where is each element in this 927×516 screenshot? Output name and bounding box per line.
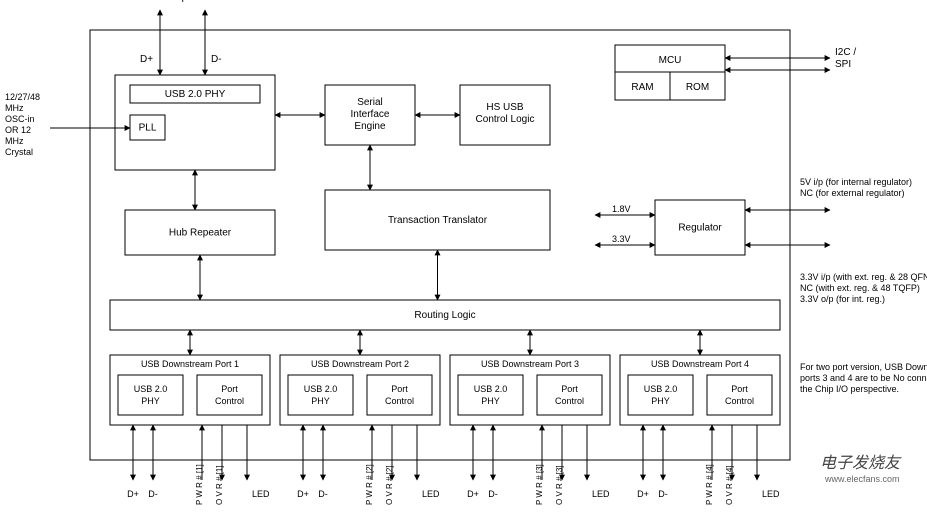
ovr-l: O V R # [4] [725, 465, 734, 505]
routing-label: Routing Logic [414, 310, 475, 321]
dplus-l: D+ [467, 489, 479, 499]
pll-label: PLL [139, 123, 157, 134]
pwr-l: P W R # [2] [365, 464, 374, 505]
ds-ctrl-1 [197, 375, 262, 415]
dminus-l: D- [318, 489, 328, 499]
ovr-l: O V R # [3] [555, 465, 564, 505]
ds-title-2: USB Downstream Port 2 [311, 359, 409, 369]
ds-ctrl-l: Control [215, 396, 244, 406]
osc-label: Crystal [5, 147, 33, 157]
mcu-ext-label: SPI [835, 59, 851, 70]
osc-label: MHz [5, 136, 24, 146]
ds-ctrl-l: Port [221, 384, 238, 394]
reg-top-label: NC (for external regulator) [800, 188, 905, 198]
pwr-l: P W R # [4] [705, 464, 714, 505]
sie-label: Interface [351, 109, 390, 120]
hub-label: Hub Repeater [169, 228, 232, 239]
ds-ctrl-l: Control [385, 396, 414, 406]
reg-bot-label: 3.3V o/p (for int. reg.) [800, 294, 885, 304]
ds-ctrl-l: Port [391, 384, 408, 394]
ds-ctrl-3 [537, 375, 602, 415]
reg-bot-label: NC (with ext. reg. & 48 TQFP) [800, 283, 920, 293]
note: ports 3 and 4 are to be No connect from [800, 373, 927, 383]
upstream-label: USB Upstream Port [151, 0, 239, 3]
hs-label: Control Logic [476, 114, 535, 125]
osc-label: MHz [5, 103, 24, 113]
watermark: 电子发烧友 [820, 454, 902, 472]
tt-label: Transaction Translator [388, 215, 488, 226]
osc-label: OSC-in [5, 114, 35, 124]
reg-label: Regulator [678, 223, 722, 234]
ds-phy-3 [458, 375, 523, 415]
ds-phy-2 [288, 375, 353, 415]
ds-phy-l: USB 2.0 [644, 384, 678, 394]
ds-phy-4 [628, 375, 693, 415]
dminus-l: D- [488, 489, 498, 499]
ds-ctrl-l: Control [725, 396, 754, 406]
ds-title-1: USB Downstream Port 1 [141, 359, 239, 369]
ds-phy-l: USB 2.0 [474, 384, 508, 394]
ds-phy-1 [118, 375, 183, 415]
ds-title-4: USB Downstream Port 4 [651, 359, 749, 369]
mcu-label: MCU [659, 55, 682, 66]
ram-label: RAM [631, 82, 653, 93]
watermark-url: www.elecfans.com [824, 474, 900, 484]
upstream-phy-label: USB 2.0 PHY [165, 89, 226, 100]
sie-label: Engine [354, 121, 386, 132]
dplus-label: D+ [140, 54, 153, 65]
ds-ctrl-l: Port [561, 384, 578, 394]
note: For two port version, USB Downstream [800, 362, 927, 372]
dminus-l: D- [148, 489, 158, 499]
ds-ctrl-4 [707, 375, 772, 415]
ds-title-3: USB Downstream Port 3 [481, 359, 579, 369]
mcu-ext-label: I2C / [835, 47, 856, 58]
rom-label: ROM [686, 82, 709, 93]
dplus-l: D+ [637, 489, 649, 499]
led-l: LED [592, 489, 610, 499]
led-l: LED [422, 489, 440, 499]
led-l: LED [252, 489, 270, 499]
osc-label: OR 12 [5, 125, 31, 135]
ds-phy-l: PHY [311, 396, 330, 406]
dplus-l: D+ [127, 489, 139, 499]
dplus-l: D+ [297, 489, 309, 499]
dminus-l: D- [658, 489, 668, 499]
reg-top-label: 5V i/p (for internal regulator) [800, 177, 912, 187]
pwr-l: P W R # [1] [195, 464, 204, 505]
v33-label: 3.3V [612, 234, 631, 244]
osc-label: 12/27/48 [5, 92, 40, 102]
note: the Chip I/O perspective. [800, 384, 899, 394]
ds-phy-l: PHY [481, 396, 500, 406]
hs-label: HS USB [486, 102, 524, 113]
dminus-label: D- [211, 54, 222, 65]
ovr-l: O V R # [1] [215, 465, 224, 505]
ds-phy-l: USB 2.0 [134, 384, 168, 394]
ovr-l: O V R # [2] [385, 465, 394, 505]
ds-ctrl-l: Port [731, 384, 748, 394]
ds-phy-l: PHY [651, 396, 670, 406]
pwr-l: P W R # [3] [535, 464, 544, 505]
sie-label: Serial [357, 97, 383, 108]
reg-bot-label: 3.3V i/p (with ext. reg. & 28 QFN) [800, 272, 927, 282]
led-l: LED [762, 489, 780, 499]
ds-ctrl-2 [367, 375, 432, 415]
ds-phy-l: PHY [141, 396, 160, 406]
ds-ctrl-l: Control [555, 396, 584, 406]
v18-label: 1.8V [612, 204, 631, 214]
ds-phy-l: USB 2.0 [304, 384, 338, 394]
